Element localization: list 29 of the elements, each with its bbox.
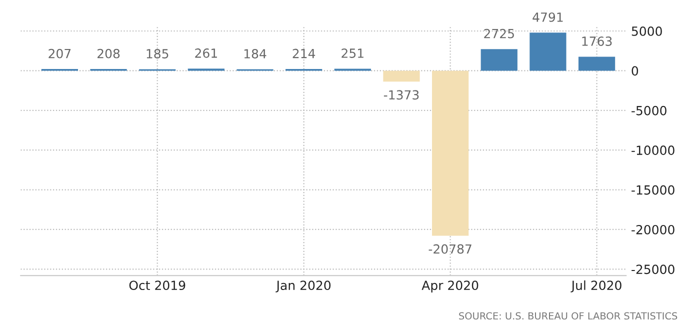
data-label: -1373 [384,90,419,100]
data-label: 214 [292,48,316,58]
x-tick-label: Jan 2020 [276,280,331,292]
y-tick-label: -15000 [632,185,674,195]
y-tick-label: -5000 [632,106,666,116]
bar [530,32,566,71]
x-tick-label: Apr 2020 [422,280,478,292]
bar [480,49,518,71]
y-tick-label: -10000 [632,146,674,156]
x-tick-label: Oct 2019 [129,280,186,290]
bar [578,56,616,71]
y-tick-label: -20000 [632,224,674,234]
data-label: 2725 [484,28,514,38]
data-label: 251 [342,48,364,58]
source-note: SOURCE: U.S. BUREAU OF LABOR STATISTICS [459,312,678,320]
data-label: 1763 [582,36,612,46]
bar [432,70,469,236]
data-label: 4791 [532,12,563,22]
y-tick-label: 0 [632,66,638,76]
data-label: 261 [195,48,217,58]
x-tick-label: Jul 2020 [570,280,622,292]
bar [383,70,420,82]
data-label: 185 [146,49,168,58]
data-label: 207 [48,48,71,58]
data-label: 184 [244,49,266,58]
y-tick-label: -25000 [632,264,674,274]
y-tick-label: 5000 [632,26,662,36]
data-label: 208 [98,48,120,58]
data-label: -20787 [428,244,472,254]
